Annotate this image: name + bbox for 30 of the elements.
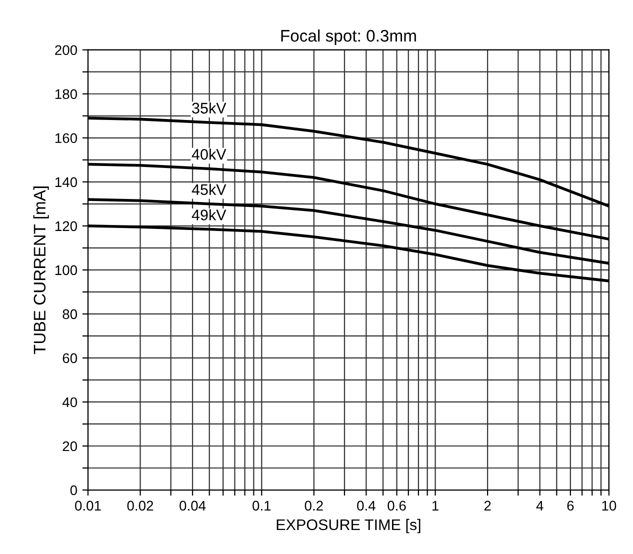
x-tick-label: 0.4	[357, 500, 376, 511]
series-label: 40kV	[192, 148, 226, 160]
x-tick-label: 0.02	[127, 500, 154, 511]
x-axis-title: EXPOSURE TIME [s]	[276, 518, 420, 534]
x-tick-label: 2	[484, 500, 491, 510]
x-tick-label: 4	[536, 500, 544, 510]
x-tick-label: 0.2	[304, 500, 323, 511]
y-tick-label: 80	[62, 309, 78, 320]
x-tick-label: 0.04	[180, 500, 206, 511]
y-tick-label: 40	[62, 397, 78, 408]
y-tick-label: 60	[62, 353, 78, 364]
y-tick-label: 100	[55, 265, 78, 276]
y-tick-label: 180	[55, 89, 78, 100]
y-axis-title: TUBE CURRENT [mA]	[33, 186, 49, 354]
y-tick-label: 20	[62, 441, 78, 452]
x-tick-label: 0.01	[75, 500, 101, 511]
series-label: 49kV	[192, 209, 226, 220]
y-tick-label: 120	[55, 221, 78, 232]
y-tick-label: 160	[55, 133, 78, 144]
chart-title: Focal spot: 0.3mm	[281, 29, 416, 45]
x-tick-label: 0.1	[252, 500, 271, 511]
y-tick-label: 0	[70, 485, 78, 496]
x-tick-label: 6	[567, 500, 574, 511]
x-tick-label: 10	[602, 500, 616, 511]
series-label: 45kV	[192, 184, 226, 196]
x-tick-label: 0.6	[388, 500, 406, 511]
x-tick-label: 1	[432, 500, 438, 510]
y-tick-label: 200	[55, 45, 78, 56]
series-label: 35kV	[192, 102, 226, 114]
y-tick-label: 140	[55, 177, 78, 188]
